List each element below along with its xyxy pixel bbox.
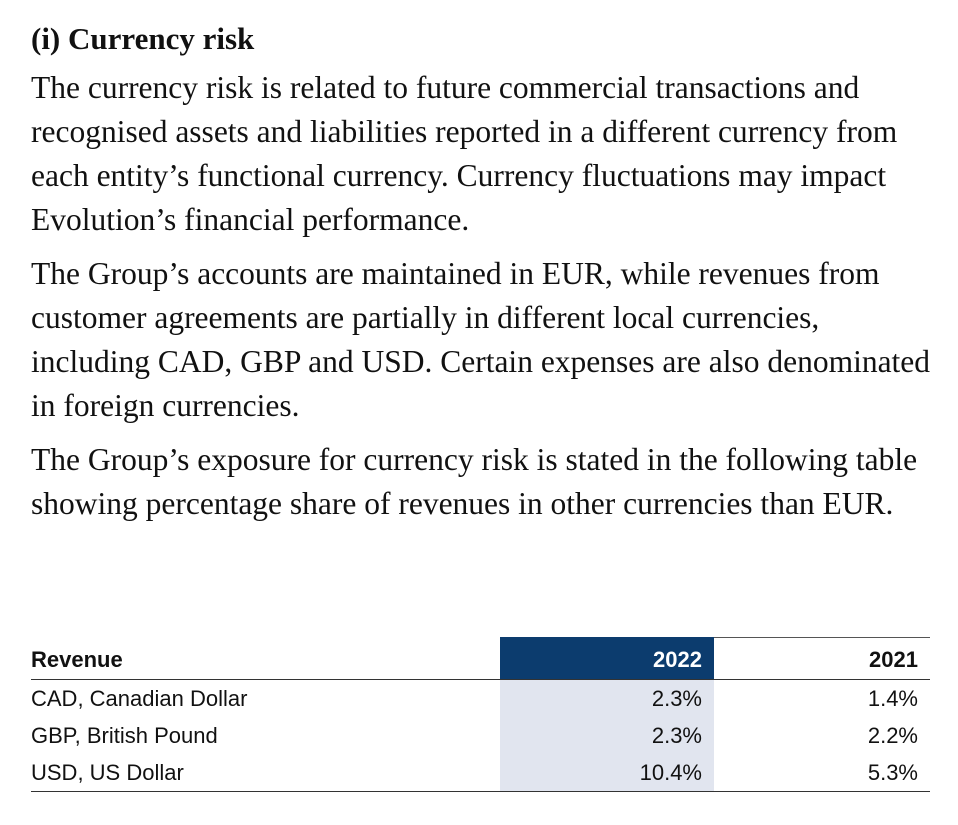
row-value-2021: 2.2% xyxy=(867,722,918,748)
row-value-2021: 1.4% xyxy=(867,685,918,711)
header-revenue: Revenue xyxy=(31,637,500,680)
currency-risk-section: (i) Currency risk The currency risk is r… xyxy=(31,16,931,536)
revenue-currency-table-wrap: Revenue 2022 2021 CAD, Canadian Dollar 2… xyxy=(31,637,930,792)
paragraph-group-accounts: The Group’s accounts are maintained in E… xyxy=(31,256,931,423)
row-value-2021: 5.3% xyxy=(714,754,930,792)
table-header-row: Revenue 2022 2021 xyxy=(31,637,930,680)
table-row: USD, US Dollar 10.4% 5.3% xyxy=(31,754,930,792)
header-year-2021: 2021 xyxy=(714,637,930,680)
paragraph-exposure-intro: The Group’s exposure for currency risk i… xyxy=(31,442,918,521)
revenue-currency-table: Revenue 2022 2021 CAD, Canadian Dollar 2… xyxy=(31,637,930,792)
table-row: CAD, Canadian Dollar 2.3% 1.4% xyxy=(31,679,930,717)
section-heading: (i) Currency risk xyxy=(31,21,255,56)
row-value-2022: 2.3% xyxy=(500,679,714,717)
row-value-2022: 10.4% xyxy=(500,754,714,792)
row-currency-label: CAD, Canadian Dollar xyxy=(31,685,248,711)
table-row: GBP, British Pound 2.3% 2.2% xyxy=(31,717,930,754)
row-currency-label: USD, US Dollar xyxy=(31,754,500,792)
paragraph-currency-risk-definition: The currency risk is related to future c… xyxy=(31,70,898,237)
row-value-2022: 2.3% xyxy=(500,717,714,754)
row-currency-label: GBP, British Pound xyxy=(31,722,218,748)
header-year-2022: 2022 xyxy=(500,637,714,680)
